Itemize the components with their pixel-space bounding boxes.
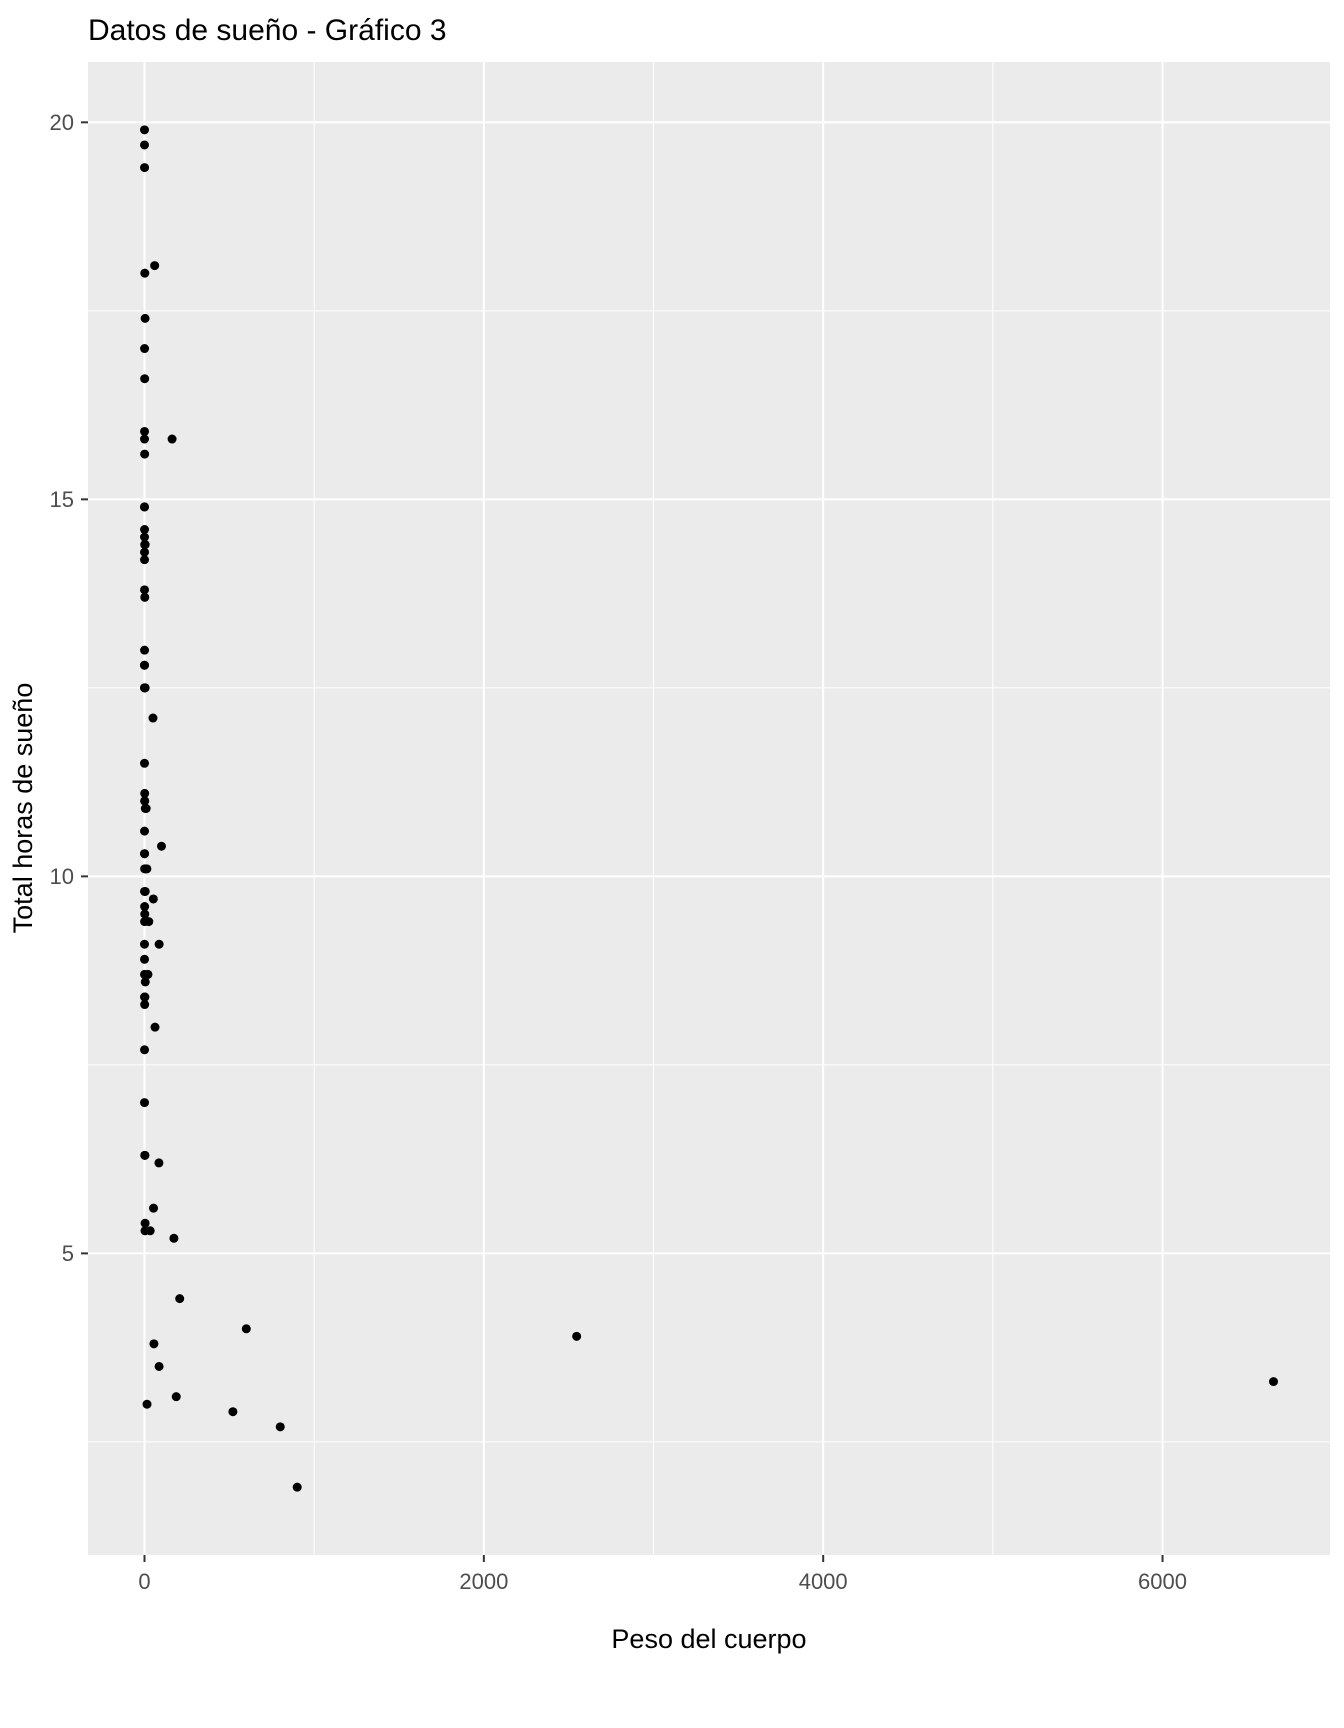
panel-background — [88, 62, 1330, 1555]
data-point — [241, 1324, 251, 1334]
data-point — [140, 660, 150, 670]
data-point — [150, 261, 160, 271]
data-point — [140, 1226, 150, 1236]
data-point — [140, 758, 150, 768]
data-point — [275, 1422, 285, 1432]
y-tick-label: 5 — [62, 1241, 74, 1266]
data-points-layer — [140, 125, 1278, 1492]
data-point — [228, 1407, 238, 1417]
data-point — [150, 1022, 160, 1032]
data-point — [140, 796, 150, 806]
data-point — [140, 502, 150, 512]
data-point — [154, 939, 164, 949]
data-point — [140, 163, 150, 173]
data-point — [140, 434, 150, 444]
data-point — [140, 886, 150, 896]
data-point — [292, 1482, 302, 1492]
minor-gridlines — [88, 62, 1330, 1555]
major-gridlines — [88, 62, 1330, 1555]
data-point — [144, 917, 154, 927]
x-tick-label: 0 — [138, 1569, 150, 1594]
data-point — [169, 1233, 179, 1243]
x-tick-label: 4000 — [799, 1569, 848, 1594]
data-point — [148, 713, 158, 723]
data-point — [140, 547, 150, 557]
data-point — [140, 909, 150, 919]
data-point — [140, 532, 150, 542]
data-point — [140, 540, 150, 550]
data-point — [149, 1339, 159, 1349]
y-tick-label: 15 — [50, 487, 74, 512]
data-point — [140, 268, 150, 278]
y-tick-label: 20 — [50, 110, 74, 135]
data-point — [149, 1203, 159, 1213]
plot-title: Datos de sueño - Gráfico 3 — [88, 14, 447, 47]
data-point — [140, 954, 150, 964]
data-point — [140, 939, 150, 949]
y-axis-title: Total horas de sueño — [8, 683, 38, 934]
data-point — [141, 864, 151, 874]
data-point — [140, 592, 150, 602]
data-point — [572, 1331, 582, 1341]
data-point — [140, 902, 150, 912]
x-axis-title: Peso del cuerpo — [611, 1624, 806, 1654]
data-point — [140, 992, 150, 1002]
data-point — [140, 683, 150, 693]
data-point — [141, 804, 151, 813]
data-point — [140, 125, 150, 135]
data-point — [140, 1218, 150, 1228]
data-point — [140, 585, 150, 595]
data-point — [171, 1392, 181, 1402]
data-point — [140, 849, 150, 859]
data-point — [140, 1098, 150, 1108]
data-point — [140, 426, 150, 436]
data-point — [140, 788, 150, 798]
data-point — [140, 1045, 150, 1055]
data-point — [156, 841, 166, 851]
x-tick-label: 2000 — [459, 1569, 508, 1594]
x-tick-label: 6000 — [1138, 1569, 1187, 1594]
data-point — [154, 1361, 164, 1371]
data-point — [140, 449, 150, 459]
data-point — [140, 1150, 150, 1160]
data-point — [142, 1399, 152, 1409]
data-point — [1268, 1377, 1278, 1387]
data-point — [140, 977, 150, 987]
axis-tick-labels: 0 2000 4000 6000 5 10 15 20 — [50, 110, 1187, 1594]
data-point — [175, 1294, 185, 1304]
data-point — [140, 140, 150, 150]
data-point — [140, 374, 150, 384]
y-tick-label: 10 — [50, 864, 74, 889]
data-point — [140, 969, 150, 979]
data-point — [140, 645, 150, 655]
axis-tick-marks — [81, 121, 1164, 1562]
data-point — [140, 313, 150, 323]
data-point — [140, 826, 150, 836]
data-point — [148, 894, 158, 904]
data-point — [140, 525, 150, 535]
data-point — [140, 344, 150, 354]
data-point — [140, 1000, 150, 1010]
data-point — [154, 1158, 164, 1168]
data-point — [140, 555, 150, 565]
data-point — [167, 434, 177, 444]
